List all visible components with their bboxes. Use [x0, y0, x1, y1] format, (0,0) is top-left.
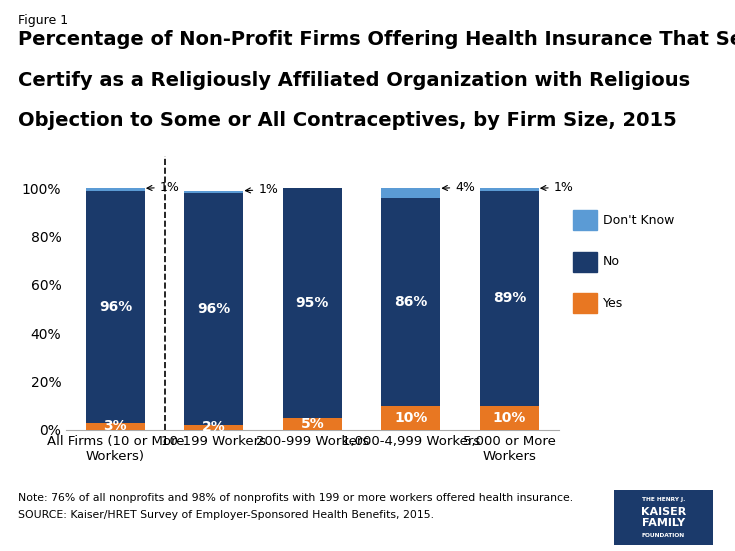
Text: FOUNDATION: FOUNDATION	[642, 533, 685, 538]
Bar	[283, 188, 342, 418]
Bar	[86, 191, 145, 423]
Bar	[381, 406, 440, 430]
Text: 3%: 3%	[104, 419, 127, 433]
Text: FAMILY: FAMILY	[642, 518, 685, 528]
Text: 5%: 5%	[301, 417, 324, 431]
Text: No: No	[603, 255, 620, 268]
Bar	[283, 418, 342, 430]
Text: 10%: 10%	[492, 410, 526, 425]
Bar	[480, 191, 539, 406]
Text: Don't Know: Don't Know	[603, 214, 674, 227]
Text: SOURCE: Kaiser/HRET Survey of Employer-Sponsored Health Benefits, 2015.: SOURCE: Kaiser/HRET Survey of Employer-S…	[18, 510, 434, 520]
Bar	[184, 191, 243, 193]
Bar	[381, 188, 440, 198]
Text: 96%: 96%	[197, 302, 231, 316]
Bar	[184, 193, 243, 425]
Text: 10%: 10%	[394, 410, 428, 425]
Text: Yes: Yes	[603, 296, 623, 310]
Bar	[86, 423, 145, 430]
Text: 95%: 95%	[295, 296, 329, 310]
Bar	[381, 198, 440, 406]
Text: 89%: 89%	[492, 291, 526, 305]
Text: 1%: 1%	[245, 183, 278, 196]
Bar	[86, 188, 145, 191]
Text: Objection to Some or All Contraceptives, by Firm Size, 2015: Objection to Some or All Contraceptives,…	[18, 111, 677, 129]
Text: KAISER: KAISER	[641, 507, 686, 517]
Text: 4%: 4%	[442, 181, 475, 194]
Bar	[184, 425, 243, 430]
Bar	[480, 188, 539, 191]
Text: 96%: 96%	[98, 300, 132, 314]
Text: Note: 76% of all nonprofits and 98% of nonprofits with 199 or more workers offer: Note: 76% of all nonprofits and 98% of n…	[18, 493, 573, 503]
Text: 86%: 86%	[394, 295, 428, 309]
Text: Figure 1: Figure 1	[18, 14, 68, 27]
Text: Certify as a Religiously Affiliated Organization with Religious: Certify as a Religiously Affiliated Orga…	[18, 71, 690, 89]
Text: 1%: 1%	[541, 181, 573, 194]
Text: 2%: 2%	[202, 420, 226, 434]
Text: Percentage of Non-Profit Firms Offering Health Insurance That Self-: Percentage of Non-Profit Firms Offering …	[18, 30, 735, 49]
Text: 1%: 1%	[147, 181, 179, 194]
Text: THE HENRY J.: THE HENRY J.	[642, 497, 685, 503]
Bar	[480, 406, 539, 430]
